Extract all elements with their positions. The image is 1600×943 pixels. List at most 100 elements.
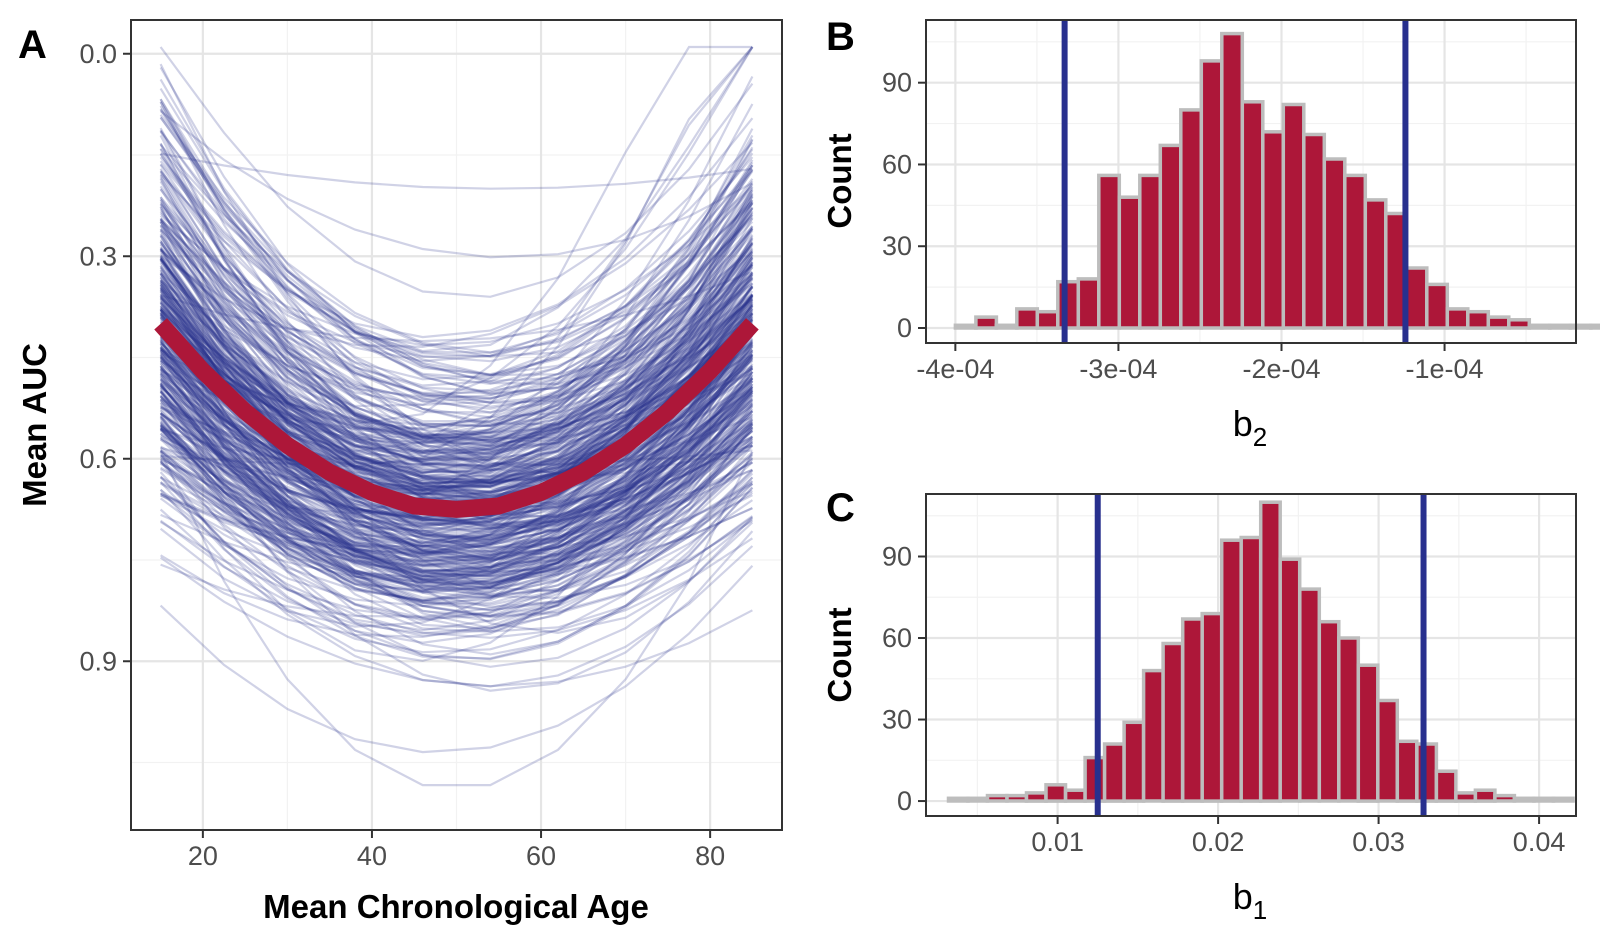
bootstrap-curve bbox=[159, 422, 754, 577]
bootstrap-curve bbox=[159, 404, 753, 565]
bootstrap-curve bbox=[159, 302, 754, 488]
bootstrap-curve bbox=[159, 354, 754, 603]
bootstrap-curve bbox=[159, 160, 754, 358]
histogram-bar bbox=[1261, 130, 1286, 330]
c-y-tick-label: 60 bbox=[882, 623, 912, 653]
bootstrap-curve bbox=[159, 210, 754, 460]
histogram-bar bbox=[1278, 557, 1302, 803]
panel-a-y-axis-title: Mean AUC bbox=[16, 343, 53, 507]
bootstrap-curve bbox=[160, 441, 753, 554]
bootstrap-curve bbox=[159, 344, 754, 573]
bootstrap-curve bbox=[159, 412, 753, 549]
panel-c-letter: C bbox=[826, 486, 855, 530]
bootstrap-curve bbox=[159, 358, 754, 524]
histogram-bar bbox=[1158, 143, 1183, 330]
mean-fit-curve bbox=[154, 318, 759, 518]
bootstrap-curve bbox=[159, 241, 754, 463]
bootstrap-curve bbox=[159, 393, 754, 548]
bootstrap-curve bbox=[159, 367, 754, 592]
bootstrap-curve bbox=[159, 311, 754, 623]
histogram-bar bbox=[1343, 173, 1368, 330]
panel-a-y-tick-label: 0.6 bbox=[79, 444, 117, 474]
bootstrap-curve bbox=[159, 412, 754, 571]
bootstrap-curve bbox=[159, 332, 754, 540]
bootstrap-curve bbox=[159, 237, 754, 482]
bootstrap-curve bbox=[159, 281, 754, 492]
bootstrap-curve bbox=[159, 399, 754, 573]
bootstrap-curve bbox=[159, 389, 754, 692]
bootstrap-curve bbox=[159, 153, 754, 408]
bootstrap-curve bbox=[160, 499, 754, 620]
bootstrap-curve bbox=[159, 345, 754, 541]
bootstrap-curve bbox=[159, 130, 754, 383]
panel-c-ci-lines bbox=[1094, 494, 1427, 816]
bootstrap-curve bbox=[159, 323, 754, 462]
bootstrap-curve bbox=[159, 339, 754, 563]
bootstrap-curve bbox=[159, 395, 754, 612]
panel-a-y-tick-label: 0.0 bbox=[79, 39, 117, 69]
bootstrap-curve bbox=[159, 250, 754, 552]
bootstrap-curve bbox=[159, 294, 754, 529]
histogram-bar bbox=[1122, 720, 1146, 803]
bootstrap-curve bbox=[159, 156, 754, 363]
bootstrap-curve bbox=[159, 427, 754, 618]
bootstrap-curve bbox=[159, 345, 754, 566]
bootstrap-curve bbox=[159, 246, 754, 597]
bootstrap-curve bbox=[159, 193, 754, 453]
bootstrap-curve bbox=[160, 468, 753, 556]
bootstrap-curve bbox=[159, 276, 754, 454]
bootstrap-curve bbox=[159, 315, 754, 555]
bootstrap-curve bbox=[159, 134, 754, 462]
bootstrap-curve bbox=[159, 242, 754, 442]
histogram-bar bbox=[1551, 796, 1575, 803]
bootstrap-curve bbox=[159, 46, 754, 353]
bootstrap-curve bbox=[159, 238, 754, 453]
panel-c-y-axis-title: Count bbox=[821, 607, 858, 702]
panel-c-x-axis-subscript: 1 bbox=[1253, 895, 1267, 925]
bootstrap-curve bbox=[159, 110, 753, 259]
bootstrap-curve bbox=[159, 312, 754, 442]
bootstrap-curve bbox=[159, 395, 754, 578]
bootstrap-curve bbox=[159, 261, 754, 558]
bootstrap-curve bbox=[159, 196, 754, 578]
bootstrap-curve bbox=[160, 461, 753, 555]
bootstrap-curve bbox=[159, 371, 754, 536]
bootstrap-curve bbox=[159, 372, 754, 585]
histogram-bar bbox=[1141, 668, 1165, 803]
bootstrap-curve bbox=[159, 312, 754, 581]
panel-a-x-tick-label: 40 bbox=[357, 841, 387, 871]
bootstrap-curve bbox=[159, 260, 754, 455]
bootstrap-curve bbox=[159, 354, 754, 630]
bootstrap-curve bbox=[159, 277, 754, 490]
bootstrap-curve bbox=[159, 224, 754, 442]
histogram-bar bbox=[974, 315, 999, 330]
histogram-bar bbox=[1240, 100, 1265, 330]
bootstrap-curve bbox=[159, 185, 754, 428]
bootstrap-curve bbox=[159, 322, 753, 444]
histogram-bar bbox=[946, 796, 970, 803]
b-x-tick-label: -4e-04 bbox=[916, 354, 994, 384]
bootstrap-curve bbox=[160, 406, 753, 482]
bootstrap-curve bbox=[159, 161, 754, 458]
bootstrap-curve bbox=[159, 308, 754, 594]
bootstrap-curve bbox=[159, 235, 754, 544]
histogram-bar bbox=[1512, 796, 1536, 803]
histogram-bar bbox=[953, 323, 978, 330]
b-x-tick-label: -3e-04 bbox=[1079, 354, 1157, 384]
bootstrap-curve bbox=[159, 272, 754, 526]
bootstrap-curve bbox=[160, 377, 754, 548]
bootstrap-curve bbox=[159, 248, 754, 441]
bootstrap-curve bbox=[159, 246, 754, 406]
panel-a-x-tick-label: 20 bbox=[188, 841, 218, 871]
bootstrap-curve bbox=[160, 318, 753, 427]
panel-a-x-axis-title: Mean Chronological Age bbox=[263, 888, 649, 925]
bootstrap-curve bbox=[159, 283, 754, 579]
histogram-bar bbox=[1179, 108, 1204, 330]
bootstrap-curve bbox=[159, 301, 754, 662]
bootstrap-curve bbox=[159, 374, 753, 600]
bootstrap-curve bbox=[160, 273, 754, 430]
panel-b-letter: B bbox=[826, 15, 855, 59]
bootstrap-curve bbox=[159, 421, 754, 573]
bootstrap-curve bbox=[159, 330, 754, 583]
